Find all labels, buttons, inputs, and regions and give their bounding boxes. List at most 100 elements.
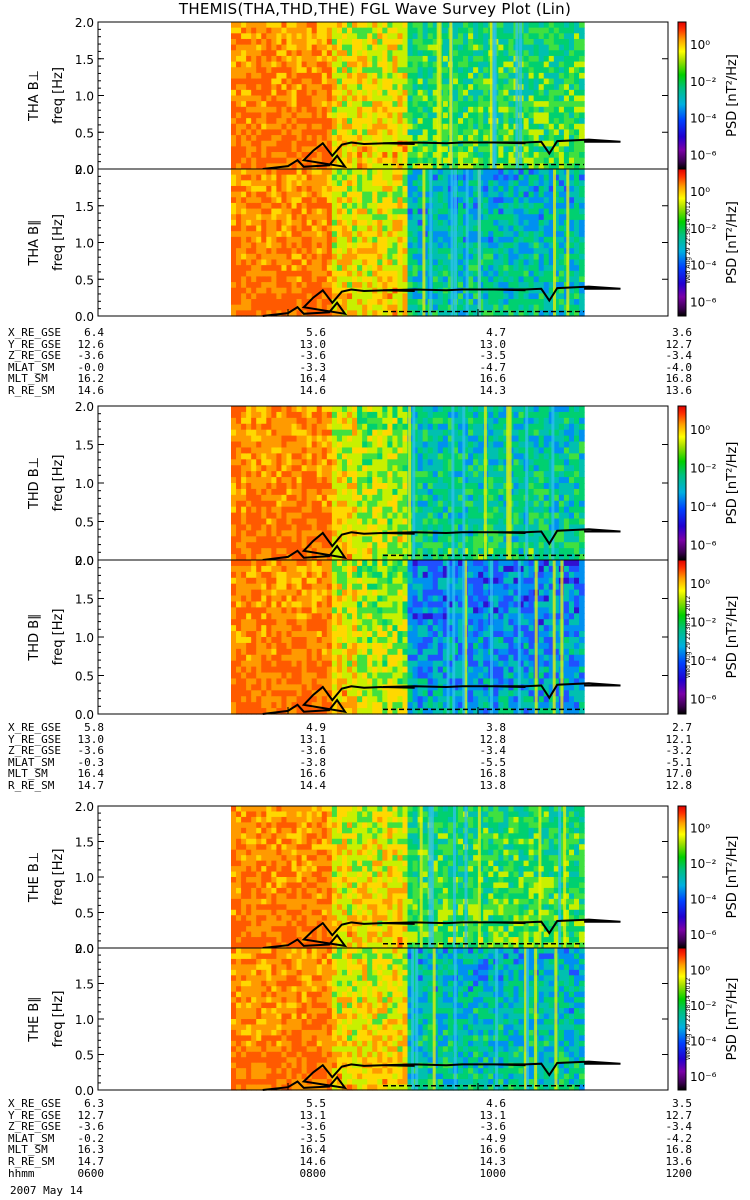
spectrogram-cell — [508, 84, 515, 91]
spectrogram-cell — [271, 276, 277, 283]
spectrogram-cell — [347, 417, 353, 425]
spectrogram-cell — [261, 208, 267, 215]
spectrogram-cell — [382, 411, 388, 419]
spectrogram-cell — [261, 61, 267, 68]
spectrogram-cell — [579, 231, 585, 238]
spectrogram-cell — [271, 465, 277, 472]
spectrogram-cell — [316, 214, 323, 221]
spectrogram-cell — [457, 38, 464, 46]
spectrogram-cell — [306, 536, 313, 543]
spectrogram-cell — [533, 287, 540, 294]
spectrogram-cell — [291, 406, 298, 413]
spectrogram-cell — [236, 202, 242, 210]
spectrogram-cell — [246, 554, 252, 561]
spectrogram-cell — [463, 33, 469, 40]
spectrogram-cell — [291, 89, 298, 97]
spectrogram-cell — [498, 225, 504, 232]
spectrogram-cell — [568, 146, 575, 153]
spectrogram-cell — [407, 78, 414, 85]
spectrogram-cell — [468, 483, 474, 490]
spectrogram-cell — [281, 524, 288, 531]
spectrogram-cell — [382, 265, 388, 272]
spectrogram-cell — [422, 477, 429, 484]
spectrogram-cell — [387, 536, 394, 543]
spectrogram-cell — [417, 157, 424, 164]
spectrogram-cell — [331, 174, 338, 181]
spectrogram-cell — [241, 447, 247, 454]
spectrogram-cell — [286, 542, 293, 549]
spectrogram-cell — [473, 106, 479, 114]
spectrogram-cell — [321, 548, 328, 555]
spectrogram-cell — [412, 542, 419, 549]
spectrogram-cell — [463, 417, 469, 425]
spectrogram-cell — [579, 169, 585, 176]
spectrogram-cell — [508, 225, 515, 232]
spectrogram-cell — [457, 146, 464, 153]
spectrogram-cell — [387, 129, 394, 136]
spectrogram-cell — [357, 242, 363, 249]
spectrogram-cell — [392, 61, 399, 68]
spectrogram-cell — [518, 191, 525, 198]
spectrogram-cell — [251, 140, 257, 147]
spectrogram-cell — [286, 494, 293, 502]
spectrogram-cell — [579, 50, 585, 57]
spectrogram-cell — [241, 253, 247, 261]
spectrogram-cell — [372, 61, 378, 68]
spectrogram-cell — [326, 84, 333, 91]
spectrogram-cell — [483, 202, 489, 210]
spectrogram-cell — [452, 112, 459, 119]
spectrogram-cell — [533, 231, 540, 238]
spectrogram-cell — [341, 101, 348, 108]
spectrogram-cell — [574, 253, 580, 261]
spectrogram-cell — [442, 197, 449, 204]
spectrogram-cell — [291, 152, 298, 159]
spectrogram-cell — [336, 242, 343, 249]
spectrogram-cell — [463, 411, 469, 419]
spectrogram-cell — [432, 33, 439, 40]
spectrogram-cell — [241, 435, 247, 443]
spectrogram-cell — [442, 112, 449, 119]
spectrogram-cell — [543, 101, 550, 108]
spectrogram-cell — [468, 214, 474, 221]
spectrogram-cell — [412, 67, 419, 74]
spectrogram-cell — [442, 225, 449, 232]
spectrogram-cell — [261, 293, 267, 300]
spectrogram-cell — [352, 231, 358, 238]
spectrogram-cell — [523, 180, 530, 187]
spectrogram-cell — [417, 89, 424, 97]
spectrogram-cell — [432, 135, 439, 142]
spectrogram-cell — [417, 231, 424, 238]
spectrogram-cell — [407, 236, 414, 244]
spectrogram-cell — [271, 231, 277, 238]
spectrogram-cell — [372, 67, 378, 74]
spectrogram-cell — [367, 494, 373, 502]
spectrogram-cell — [266, 447, 272, 454]
spectrogram-cell — [241, 55, 247, 63]
spectrogram-cell — [523, 202, 530, 210]
spectrogram-cell — [251, 129, 257, 136]
spectrogram-cell — [447, 554, 454, 561]
spectrogram-cell — [286, 157, 293, 164]
spectrogram-cell — [447, 429, 454, 437]
spectrogram-cell — [236, 67, 242, 74]
spectrogram-cell — [513, 276, 520, 283]
spectrogram-cell — [427, 84, 434, 91]
spectrogram-cell — [468, 304, 474, 311]
spectrogram-cell — [266, 494, 272, 502]
spectrogram-cell — [251, 429, 257, 437]
spectrogram-cell — [341, 500, 348, 508]
spectrogram-cell — [377, 259, 383, 266]
spectrogram-cell — [311, 106, 318, 114]
spectrogram-cell — [503, 197, 510, 204]
spectrogram-cell — [397, 27, 404, 34]
spectrogram-cell — [352, 465, 358, 472]
spectrogram-cell — [432, 500, 439, 508]
spectrogram-cell — [336, 270, 343, 278]
spectrogram-cell — [276, 55, 283, 63]
spectrogram-cell — [251, 72, 257, 80]
spectrogram-cell — [336, 180, 343, 187]
spectrogram-cell — [271, 163, 277, 170]
spectrogram-cell — [579, 140, 585, 147]
spectrogram-cell — [276, 135, 283, 142]
spectrogram-cell — [326, 236, 333, 244]
